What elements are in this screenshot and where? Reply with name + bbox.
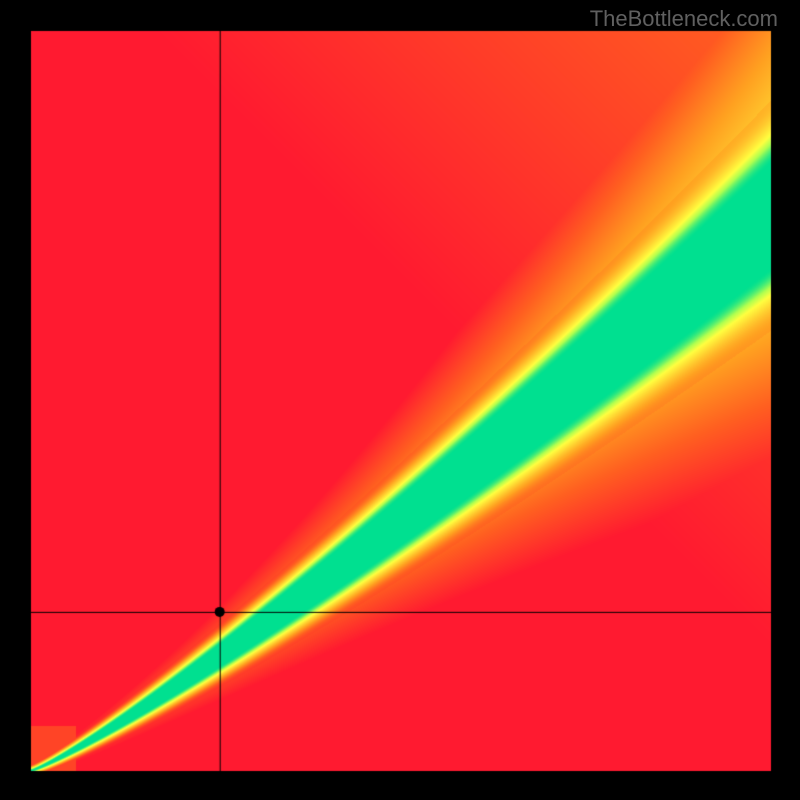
chart-container: TheBottleneck.com — [0, 0, 800, 800]
watermark-text: TheBottleneck.com — [590, 6, 778, 32]
heatmap-canvas — [0, 0, 800, 800]
